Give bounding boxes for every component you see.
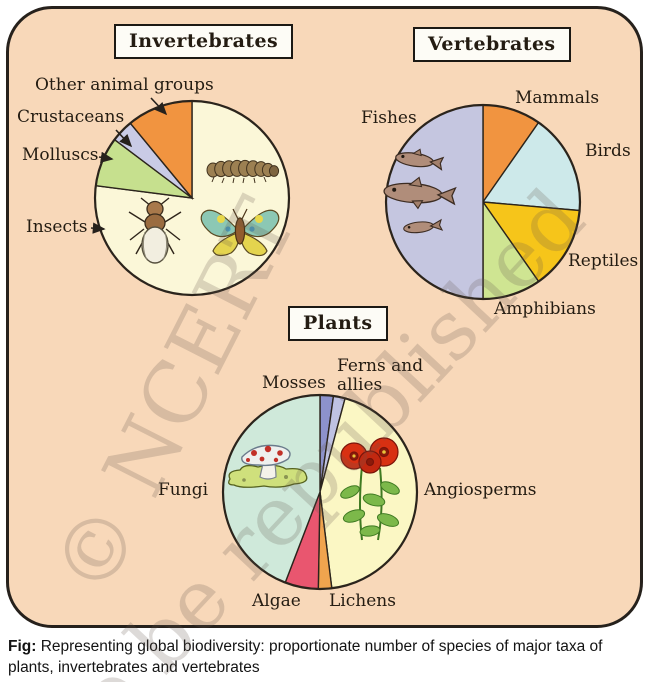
- plants-title: Plants: [288, 306, 388, 341]
- caterpillar-icon: [206, 159, 280, 184]
- label-fungi: Fungi: [158, 480, 209, 500]
- label-molluscs: Molluscs: [22, 145, 99, 165]
- fish-icon: [383, 176, 457, 210]
- fly-icon: [128, 197, 182, 264]
- fish-icons: [383, 148, 457, 234]
- label-lichens: Lichens: [329, 591, 396, 611]
- label-birds: Birds: [585, 141, 631, 161]
- label-other-animal-groups: Other animal groups: [35, 75, 214, 95]
- fish-icon: [403, 218, 444, 234]
- fungus-icon: [228, 444, 308, 488]
- label-insects: Insects: [26, 217, 88, 237]
- label-algae: Algae: [252, 591, 301, 611]
- invertebrates-pie: [93, 99, 291, 297]
- label-mammals: Mammals: [515, 88, 600, 108]
- flower-icon: [340, 437, 400, 541]
- label-amphibians: Amphibians: [494, 299, 596, 319]
- caption-text: Representing global biodiversity: propor…: [8, 638, 603, 677]
- figure-caption: Fig: Representing global biodiversity: p…: [8, 636, 648, 679]
- fish-icon: [395, 148, 445, 171]
- label-mosses: Mosses: [262, 373, 326, 393]
- butterfly-icon: [200, 208, 280, 257]
- caption-fig-label: Fig:: [8, 638, 37, 655]
- vertebrates-title: Vertebrates: [413, 27, 571, 62]
- label-reptiles: Reptiles: [568, 251, 639, 271]
- label-angiosperms: Angiosperms: [424, 480, 537, 500]
- label-ferns-and-allies: Ferns and allies: [337, 356, 424, 396]
- invertebrates-title: Invertebrates: [114, 24, 294, 59]
- label-crustaceans: Crustaceans: [17, 107, 125, 127]
- label-fishes: Fishes: [361, 108, 417, 128]
